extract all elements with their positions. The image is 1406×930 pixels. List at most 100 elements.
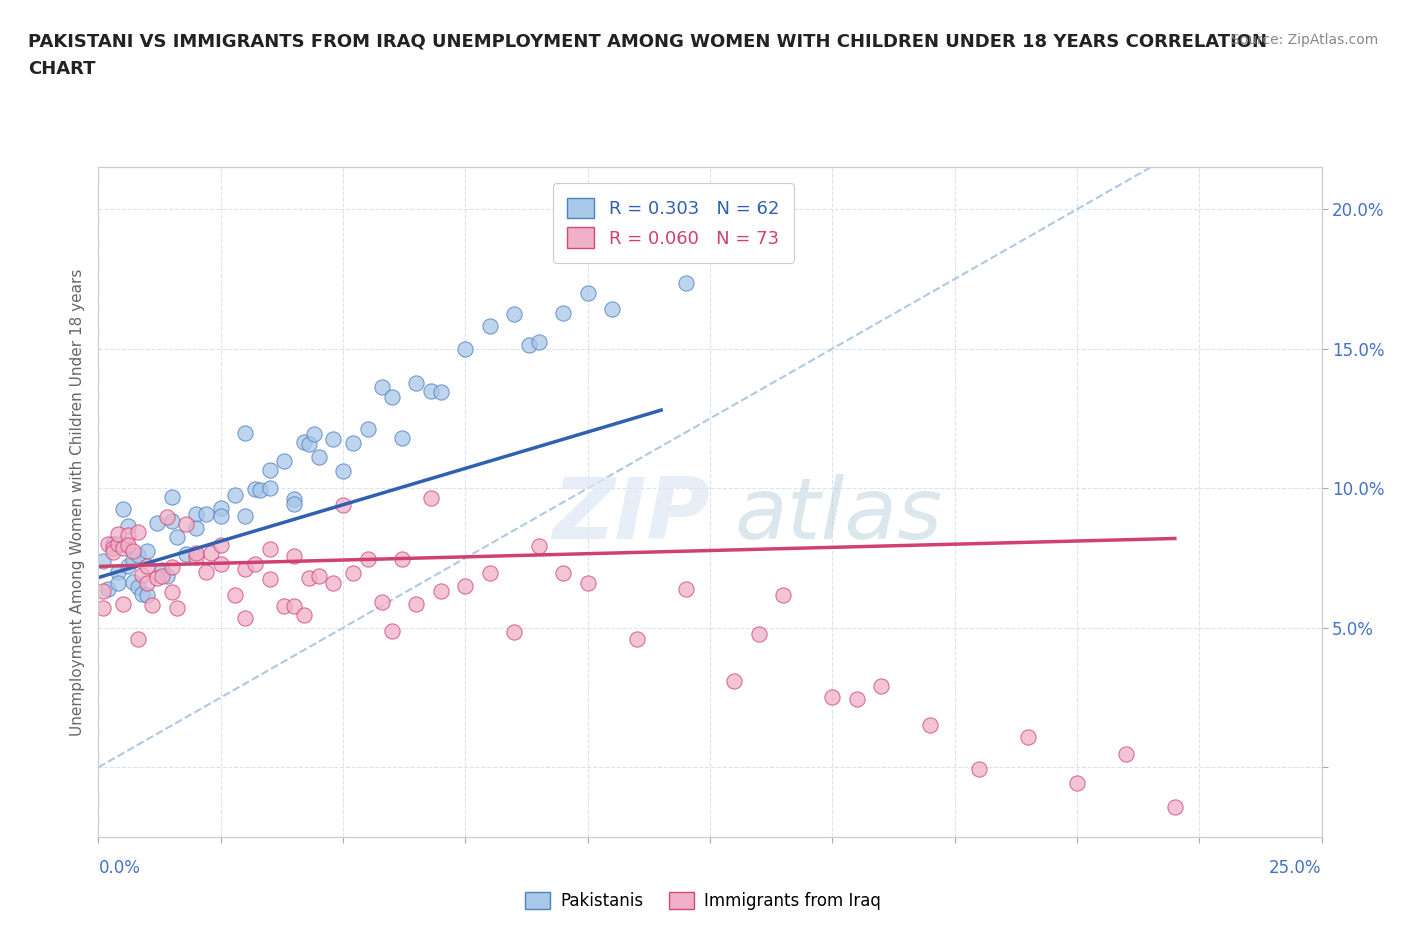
Point <box>233 508 256 523</box>
Text: ZIP: ZIP <box>553 474 710 557</box>
Point <box>342 435 364 450</box>
Point <box>845 692 868 707</box>
Point <box>870 679 893 694</box>
Text: atlas: atlas <box>734 474 942 557</box>
Text: 25.0%: 25.0% <box>1270 859 1322 877</box>
Point <box>920 718 942 733</box>
Point <box>391 431 413 445</box>
Point <box>127 579 149 594</box>
Point <box>150 568 173 583</box>
Point <box>723 673 745 688</box>
Point <box>381 390 404 405</box>
Point <box>527 334 550 349</box>
Point <box>107 526 129 541</box>
Point <box>107 576 129 591</box>
Point <box>136 559 159 574</box>
Point <box>259 571 281 586</box>
Point <box>600 302 623 317</box>
Point <box>430 584 453 599</box>
Point <box>136 576 159 591</box>
Point <box>127 548 149 563</box>
Point <box>136 587 159 602</box>
Point <box>503 625 526 640</box>
Point <box>478 318 501 333</box>
Point <box>259 480 281 495</box>
Point <box>478 565 501 580</box>
Point <box>160 490 183 505</box>
Point <box>308 450 330 465</box>
Point <box>308 569 330 584</box>
Point <box>127 632 149 647</box>
Point <box>356 551 378 566</box>
Point <box>243 481 266 496</box>
Point <box>283 549 305 564</box>
Point <box>273 599 295 614</box>
Point <box>127 525 149 539</box>
Point <box>176 546 198 561</box>
Point <box>91 601 114 616</box>
Point <box>503 307 526 322</box>
Point <box>381 624 404 639</box>
Point <box>430 384 453 399</box>
Point <box>553 565 575 580</box>
Point <box>200 545 222 560</box>
Text: Source: ZipAtlas.com: Source: ZipAtlas.com <box>1230 33 1378 46</box>
Point <box>283 598 305 613</box>
Point <box>405 596 427 611</box>
Point <box>454 578 477 593</box>
Point <box>121 575 143 590</box>
Point <box>821 690 844 705</box>
Point <box>249 482 271 497</box>
Point <box>186 520 208 535</box>
Point <box>117 519 139 534</box>
Point <box>186 507 208 522</box>
Point <box>322 432 344 446</box>
Point <box>160 585 183 600</box>
Point <box>156 510 179 525</box>
Point <box>166 529 188 544</box>
Point <box>111 537 134 551</box>
Legend: Pakistanis, Immigrants from Iraq: Pakistanis, Immigrants from Iraq <box>519 885 887 917</box>
Point <box>356 421 378 436</box>
Point <box>156 568 179 583</box>
Point <box>117 527 139 542</box>
Point <box>101 544 124 559</box>
Point <box>111 596 134 611</box>
Point <box>772 587 794 602</box>
Point <box>131 586 153 601</box>
Point <box>259 542 281 557</box>
Point <box>131 567 153 582</box>
Point <box>302 427 325 442</box>
Point <box>967 762 990 777</box>
Y-axis label: Unemployment Among Women with Children Under 18 years: Unemployment Among Women with Children U… <box>70 269 86 736</box>
Point <box>626 631 648 646</box>
Point <box>97 537 120 551</box>
Point <box>371 379 394 394</box>
Point <box>107 537 129 551</box>
Point <box>322 576 344 591</box>
Point <box>91 584 114 599</box>
Point <box>117 538 139 552</box>
Point <box>748 626 770 641</box>
Point <box>141 598 163 613</box>
Point <box>292 607 315 622</box>
Point <box>160 559 183 574</box>
Point <box>117 558 139 573</box>
Point <box>195 565 218 579</box>
Point <box>243 556 266 571</box>
Point <box>209 556 232 571</box>
Point <box>517 338 540 352</box>
Point <box>298 436 321 451</box>
Legend: R = 0.303   N = 62, R = 0.060   N = 73: R = 0.303 N = 62, R = 0.060 N = 73 <box>553 183 794 263</box>
Point <box>146 515 169 530</box>
Point <box>121 552 143 567</box>
Point <box>1164 800 1187 815</box>
Point <box>186 546 208 561</box>
Point <box>332 498 354 512</box>
Point <box>675 275 697 290</box>
Point <box>121 543 143 558</box>
Point <box>342 565 364 580</box>
Point <box>1115 747 1137 762</box>
Point <box>101 540 124 555</box>
Point <box>420 383 443 398</box>
